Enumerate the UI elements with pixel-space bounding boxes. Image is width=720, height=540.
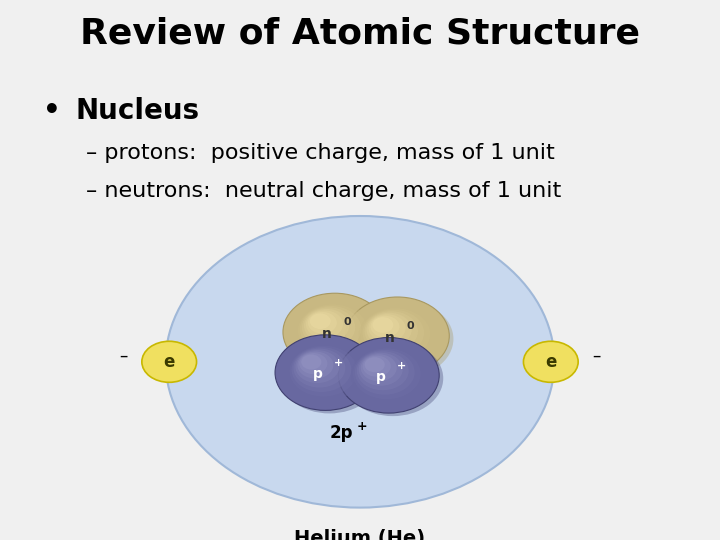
- Text: – protons:  positive charge, mass of 1 unit: – protons: positive charge, mass of 1 un…: [86, 143, 555, 163]
- Circle shape: [369, 314, 405, 342]
- Text: e: e: [163, 353, 175, 371]
- Text: n: n: [322, 327, 332, 341]
- Circle shape: [142, 341, 197, 382]
- Circle shape: [366, 313, 412, 347]
- Text: +: +: [397, 361, 406, 371]
- Circle shape: [295, 350, 339, 383]
- Text: Nucleus: Nucleus: [76, 97, 199, 125]
- Circle shape: [298, 305, 367, 356]
- Circle shape: [343, 341, 444, 416]
- Circle shape: [294, 349, 346, 388]
- Text: e: e: [545, 353, 557, 371]
- Circle shape: [364, 357, 384, 372]
- Text: Review of Atomic Structure: Review of Atomic Structure: [80, 16, 640, 50]
- Text: 0: 0: [407, 321, 414, 331]
- Circle shape: [283, 293, 387, 371]
- Circle shape: [297, 352, 333, 379]
- Circle shape: [166, 216, 554, 508]
- Circle shape: [359, 307, 436, 365]
- Circle shape: [304, 309, 349, 343]
- Circle shape: [523, 341, 578, 382]
- Circle shape: [364, 311, 418, 351]
- Circle shape: [372, 317, 393, 333]
- Circle shape: [350, 300, 454, 378]
- Circle shape: [292, 347, 351, 392]
- Circle shape: [355, 350, 415, 395]
- Circle shape: [288, 345, 364, 401]
- Text: Helium (He): Helium (He): [294, 529, 426, 540]
- Circle shape: [275, 335, 376, 410]
- Text: n: n: [384, 331, 395, 345]
- Circle shape: [308, 312, 337, 334]
- Circle shape: [300, 306, 361, 352]
- Circle shape: [306, 310, 343, 338]
- Circle shape: [346, 297, 449, 375]
- Text: 0: 0: [344, 318, 351, 327]
- Text: –: –: [120, 347, 128, 364]
- Circle shape: [279, 338, 380, 414]
- Text: +: +: [356, 420, 367, 433]
- Circle shape: [351, 347, 426, 404]
- Circle shape: [361, 308, 430, 360]
- Text: p: p: [313, 368, 323, 381]
- Text: •: •: [43, 97, 61, 125]
- Circle shape: [296, 303, 374, 361]
- Circle shape: [302, 307, 355, 347]
- Text: –: –: [592, 347, 600, 364]
- Text: +: +: [333, 358, 343, 368]
- Circle shape: [338, 338, 439, 413]
- Text: 2p: 2p: [329, 424, 353, 442]
- Circle shape: [289, 346, 357, 396]
- Circle shape: [310, 313, 330, 329]
- Circle shape: [353, 348, 420, 399]
- Circle shape: [357, 352, 409, 390]
- Circle shape: [287, 296, 391, 374]
- Circle shape: [361, 354, 397, 381]
- Circle shape: [371, 316, 400, 338]
- Circle shape: [363, 310, 424, 356]
- Text: – neutrons:  neutral charge, mass of 1 unit: – neutrons: neutral charge, mass of 1 un…: [86, 181, 562, 201]
- Circle shape: [363, 356, 391, 377]
- Circle shape: [300, 353, 328, 374]
- Circle shape: [301, 354, 321, 369]
- Circle shape: [359, 353, 402, 386]
- Text: p: p: [377, 370, 386, 384]
